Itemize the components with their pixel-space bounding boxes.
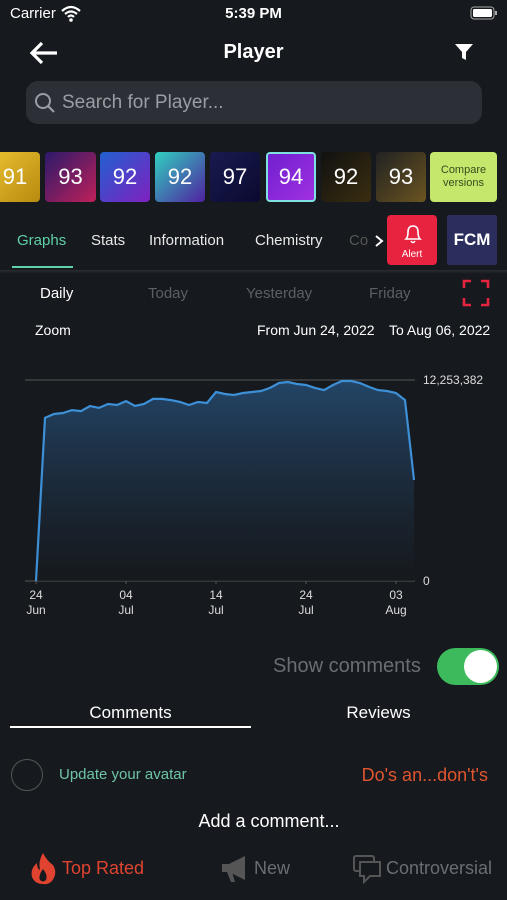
period[interactable]: Daily (40, 285, 74, 302)
filter-button[interactable] (454, 42, 474, 62)
x-tick-label: Aug (385, 603, 406, 617)
fullscreen-button[interactable] (462, 279, 490, 307)
divider (0, 270, 507, 274)
x-tick-label: 03 (389, 588, 403, 602)
bottom-tab[interactable]: Controversial (386, 858, 493, 878)
bottom-tab[interactable]: New (254, 858, 291, 878)
x-tick-label: 24 (29, 588, 43, 602)
back-button[interactable] (28, 40, 60, 66)
player-card[interactable]: 92 (100, 152, 150, 202)
show-comments-label: Show comments (273, 655, 421, 677)
search-placeholder: Search for Player... (62, 92, 224, 113)
x-tick-label: 14 (209, 588, 223, 602)
alert-button[interactable]: Alert (387, 215, 437, 265)
avatar[interactable] (11, 759, 43, 791)
player-card[interactable]: 97 (210, 152, 260, 202)
add-comment[interactable]: Add a comment... (198, 811, 340, 831)
player-card[interactable]: 93 (45, 152, 96, 202)
toggle-knob (464, 650, 497, 683)
tab[interactable]: Graphs (17, 232, 67, 249)
compare-button[interactable]: Compare versions (430, 152, 497, 202)
range-from: From Jun 24, 2022 (257, 322, 375, 338)
chat-icon (353, 855, 381, 884)
player-card[interactable]: 92 (321, 152, 371, 202)
clock: 5:39 PM (225, 5, 282, 22)
x-tick-label: Jun (26, 603, 45, 617)
tab[interactable]: Chemistry (255, 232, 323, 249)
player-card[interactable]: 91 (0, 152, 40, 202)
y-tick-label: 0 (423, 574, 430, 588)
search-box[interactable]: Search for Player... (26, 81, 482, 124)
x-tick-label: Jul (118, 603, 133, 617)
bell-icon (404, 225, 422, 244)
update-avatar-link[interactable]: Update your avatar (59, 766, 187, 783)
x-tick-label: Jul (208, 603, 223, 617)
tab[interactable]: Stats (91, 232, 126, 249)
wifi-icon (61, 5, 81, 22)
player-card[interactable]: 94 (266, 152, 316, 202)
fire-icon (31, 853, 56, 885)
bottom-tab[interactable]: Top Rated (62, 858, 145, 878)
x-tick-label: 24 (299, 588, 313, 602)
x-tick-label: 04 (119, 588, 133, 602)
compare-text: versions (443, 177, 484, 189)
fcm-button[interactable]: FCM (447, 215, 497, 265)
player-card[interactable]: 93 (376, 152, 426, 202)
comments-tab[interactable]: Comments (89, 703, 172, 722)
tab[interactable]: Co (349, 232, 369, 249)
period[interactable]: Today (148, 285, 189, 302)
line (34, 379, 416, 582)
y-tick-label: 12,253,382 (423, 373, 483, 387)
zoom-label: Zoom (35, 322, 71, 338)
dos-link[interactable]: Do's an...don't's (361, 765, 488, 785)
period[interactable]: Friday (369, 285, 411, 302)
x-tick-label: Jul (298, 603, 313, 617)
megaphone-icon (222, 856, 245, 882)
reviews-tab[interactable]: Reviews (346, 703, 411, 722)
player-card[interactable]: 92 (155, 152, 205, 202)
search-icon (35, 93, 55, 113)
alert-label: Alert (401, 249, 423, 260)
tab[interactable]: Information (149, 232, 225, 249)
area-fill (36, 381, 414, 581)
page-title: Player (223, 41, 284, 63)
period[interactable]: Yesterday (246, 285, 313, 302)
show-comments-toggle[interactable] (437, 648, 499, 685)
comments-underline (10, 726, 251, 728)
compare-text: Compare (440, 164, 487, 176)
battery-icon (470, 6, 497, 20)
tabs-more[interactable] (373, 234, 385, 248)
tab-underline (12, 266, 73, 268)
range-to: To Aug 06, 2022 (389, 322, 491, 338)
carrier: Carrier (10, 5, 56, 22)
